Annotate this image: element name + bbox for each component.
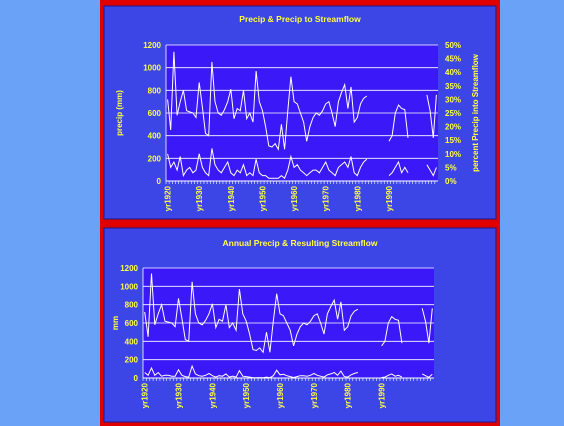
y-tick-label: 400: [125, 337, 139, 346]
y-tick-label: 1000: [120, 282, 138, 291]
y-tick-label: 1200: [120, 264, 138, 273]
x-tick-label: yr1960: [276, 382, 285, 408]
x-tick-label: yr1960: [290, 185, 299, 211]
series-line-1: [167, 51, 437, 151]
y2-tick-label: 35%: [445, 82, 461, 91]
chart-title-2: Annual Precip & Resulting Streamflow: [223, 238, 378, 248]
y-tick-label: 1200: [143, 41, 161, 50]
x-tick-label: yr1970: [310, 382, 319, 408]
x-tick-label: yr1980: [353, 185, 362, 211]
x-tick-label: yr1990: [378, 382, 387, 408]
y-tick-label: 0: [134, 374, 139, 383]
x-tick-label: yr1930: [175, 382, 184, 408]
y2-tick-label: 15%: [445, 136, 461, 145]
y2-tick-label: 45%: [445, 55, 461, 64]
y2-tick-label: 20%: [445, 123, 461, 132]
y2-tick-label: 25%: [445, 109, 461, 118]
x-tick-label: yr1940: [227, 185, 236, 211]
y2-tick-label: 0%: [445, 177, 457, 186]
x-tick-label: yr1920: [164, 185, 173, 211]
chart-title-1: Precip & Precip to Streamflow: [239, 14, 361, 24]
y-tick-label: 200: [125, 356, 139, 365]
y-tick-label: 600: [125, 319, 139, 328]
x-tick-label: yr1950: [258, 185, 267, 211]
y2-tick-label: 10%: [445, 150, 461, 159]
series-line-2: [167, 148, 437, 180]
x-tick-label: yr1920: [141, 382, 150, 408]
y2-tick-label: 50%: [445, 41, 461, 50]
x-tick-label: yr1950: [242, 382, 251, 408]
y-tick-label: 600: [148, 109, 162, 118]
x-tick-label: yr1930: [195, 185, 204, 211]
y-tick-label: 800: [148, 86, 162, 95]
y2-tick-label: 30%: [445, 95, 461, 104]
x-tick-label: yr1980: [344, 382, 353, 408]
x-tick-label: yr1990: [385, 185, 394, 211]
x-tick-label: yr1970: [322, 185, 331, 211]
y-tick-label: 200: [148, 154, 162, 163]
y-tick-label: 400: [148, 132, 162, 141]
y-tick-label: 800: [125, 301, 139, 310]
y-axis-label: mm: [111, 316, 120, 330]
series-line-1: [144, 273, 433, 354]
y2-tick-label: 5%: [445, 163, 457, 172]
y-axis-label: precip (mm): [115, 90, 124, 136]
y2-tick-label: 40%: [445, 68, 461, 77]
left-margin: [0, 0, 100, 426]
y-tick-label: 0: [157, 177, 162, 186]
y2-axis-label: percent Precip into Streamflow: [471, 53, 480, 172]
x-tick-label: yr1940: [208, 382, 217, 408]
y-tick-label: 1000: [143, 64, 161, 73]
series-line-2: [144, 364, 433, 379]
